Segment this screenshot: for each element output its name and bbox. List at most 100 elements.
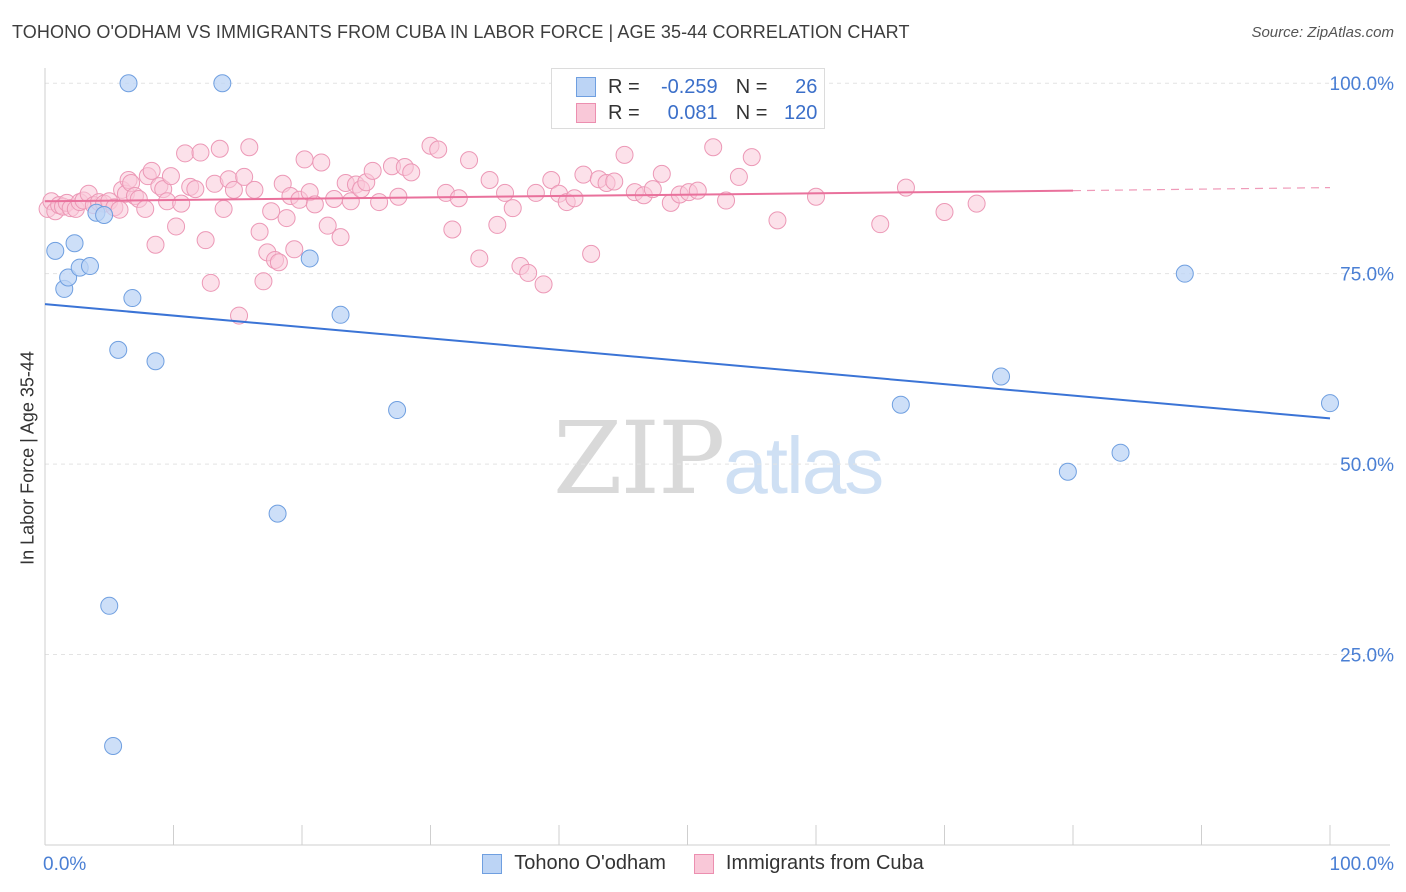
blue-swatch <box>482 853 503 874</box>
cuba-point <box>161 167 180 186</box>
tohono-point <box>891 395 910 414</box>
cuba-point <box>277 209 296 228</box>
cuba-point <box>574 165 593 184</box>
tohono-trendline <box>44 303 1331 420</box>
y-tick-label: 25.0% <box>1340 646 1394 667</box>
cuba-point <box>768 211 787 230</box>
cuba-point <box>605 172 624 191</box>
tohono-point <box>388 401 407 420</box>
cuba-point <box>331 228 350 247</box>
cuba-point <box>196 231 215 250</box>
correlation-legend: R = -0.259 N = 26 R = 0.081 N = 120 <box>551 68 825 129</box>
cuba-point <box>717 191 736 210</box>
pink-swatch <box>576 103 596 123</box>
tohono-point <box>300 249 319 268</box>
tohono-point <box>213 74 232 93</box>
tohono-point <box>123 289 142 308</box>
cuba-trendline <box>44 189 1074 203</box>
cuba-point <box>896 178 915 197</box>
cuba-point <box>214 199 233 218</box>
tohono-point <box>331 305 350 324</box>
cuba-point <box>582 244 601 263</box>
tohono-point <box>268 504 287 523</box>
cuba-point <box>565 189 584 208</box>
tohono-point <box>80 257 99 276</box>
cuba-point <box>935 202 954 221</box>
tohono-point <box>109 340 128 359</box>
y-tick-label: 75.0% <box>1340 265 1394 286</box>
cuba-point <box>370 193 389 212</box>
r-label: R = <box>608 75 640 98</box>
tohono-point <box>59 268 78 287</box>
cuba-point <box>534 275 553 294</box>
tohono-point <box>104 736 123 755</box>
cuba-point <box>496 183 515 202</box>
cuba-point <box>305 195 324 214</box>
cuba-point <box>363 161 382 180</box>
cuba-point <box>167 217 186 236</box>
watermark-zip: ZIP <box>553 400 725 517</box>
cuba-point <box>285 240 304 259</box>
cuba-point <box>240 138 259 157</box>
cuba-point <box>742 148 761 167</box>
cuba-point <box>235 167 254 186</box>
cuba-point <box>688 181 707 200</box>
cuba-point <box>318 216 337 235</box>
x-tick-label: 0.0% <box>43 854 86 875</box>
cuba-point <box>871 215 890 234</box>
cuba-point <box>245 180 264 199</box>
cuba-point <box>643 180 662 199</box>
cuba-point <box>449 189 468 208</box>
y-tick-label: 100.0% <box>1330 74 1395 95</box>
blue-swatch <box>576 77 596 97</box>
chart-title: TOHONO O'ODHAM VS IMMIGRANTS FROM CUBA I… <box>12 22 910 42</box>
cuba-point <box>269 253 288 272</box>
tohono-point <box>46 241 65 260</box>
tohono-point <box>100 596 119 615</box>
cuba-point <box>312 153 331 172</box>
tohono-point <box>146 352 165 371</box>
y-tick-label: 50.0% <box>1340 455 1394 476</box>
cuba-point <box>254 272 273 291</box>
tohono-point <box>1058 462 1077 481</box>
cuba-point <box>704 138 723 157</box>
cuba-point <box>807 187 825 206</box>
tohono-point <box>95 206 114 225</box>
cuba-point <box>429 140 448 159</box>
legend-row-cuba: R = 0.081 N = 120 <box>576 100 817 126</box>
tohono-point <box>1175 264 1194 283</box>
pink-swatch <box>693 853 714 874</box>
legend-item-tohono: Tohono O'odham <box>482 852 666 875</box>
legend-item-cuba: Immigrants from Cuba <box>693 852 924 875</box>
legend-row-tohono: R = -0.259 N = 26 <box>576 74 817 100</box>
series-legend: Tohono O'odham Immigrants from Cuba <box>0 852 1406 875</box>
cuba-point <box>176 144 195 163</box>
n-value: 120 <box>784 101 818 124</box>
legend-label: Tohono O'odham <box>514 852 666 874</box>
cuba-point <box>542 170 561 189</box>
cuba-point <box>729 167 748 186</box>
cuba-trendline-extension <box>1072 186 1331 192</box>
x-tick-label: 100.0% <box>1330 854 1395 875</box>
cuba-point <box>230 306 249 325</box>
cuba-point <box>295 150 314 169</box>
watermark-atlas: atlas <box>723 421 884 510</box>
tohono-point <box>992 367 1011 386</box>
cuba-point <box>443 220 462 239</box>
cuba-point <box>142 161 161 180</box>
r-value: -0.259 <box>660 75 718 98</box>
r-value: 0.081 <box>667 101 718 124</box>
cuba-point <box>615 145 634 164</box>
cuba-point <box>110 200 129 219</box>
cuba-point <box>191 143 210 162</box>
cuba-point <box>480 170 499 189</box>
cuba-point <box>503 199 522 218</box>
cuba-point <box>201 273 220 292</box>
cuba-point <box>526 183 545 202</box>
cuba-point <box>652 164 671 183</box>
tohono-point <box>1321 394 1339 413</box>
cuba-point <box>136 199 155 218</box>
n-value: 26 <box>795 75 818 98</box>
cuba-point <box>210 139 229 158</box>
source-credit: Source: ZipAtlas.com <box>1251 24 1394 41</box>
